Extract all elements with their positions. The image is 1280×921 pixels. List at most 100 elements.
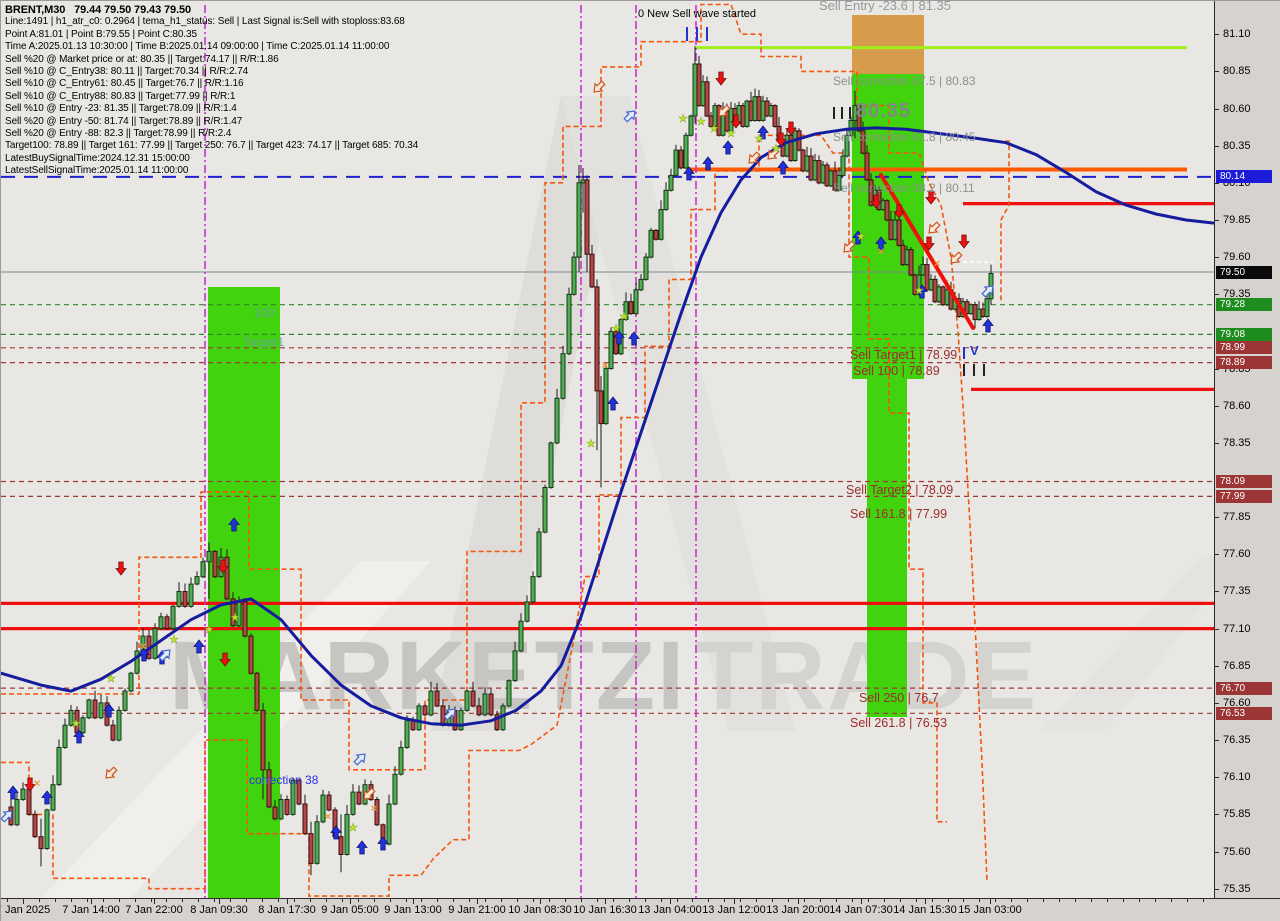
sell-arrow-icon [925, 190, 937, 205]
time-minor-tick [963, 899, 965, 902]
price-axis[interactable]: 81.10 80.85 80.60 80.35 80.10 79.85 79.60 79.35… [1214, 1, 1280, 898]
price-axis-label: 80.85 [1223, 65, 1251, 77]
time-minor-tick [102, 899, 104, 902]
sell-arrow-icon [893, 204, 905, 219]
candle [350, 784, 356, 816]
time-minor-tick [54, 899, 56, 902]
star-icon: ★ [586, 438, 596, 450]
sell-arrow-icon [24, 777, 36, 792]
time-major-tick [798, 899, 799, 904]
cross-icon: ✕ [933, 259, 941, 269]
buy-arrow-icon [103, 703, 115, 718]
candle [224, 549, 230, 601]
candle [320, 789, 326, 824]
candle [772, 104, 778, 128]
tema-moving-average [1, 126, 1214, 727]
candle [668, 168, 674, 192]
price-tick [1215, 34, 1219, 35]
star-icon: ★ [696, 116, 706, 128]
time-minor-tick [246, 899, 248, 902]
price-badge: 79.50 [1216, 266, 1272, 279]
price-tick [1215, 703, 1219, 704]
hollow-up-arrow-icon [443, 708, 456, 721]
candle [566, 287, 572, 356]
time-minor-tick [1138, 899, 1140, 902]
candle [836, 167, 842, 192]
time-axis-label: 10 Jan 16:30 [573, 904, 637, 916]
candle [164, 614, 170, 630]
time-minor-tick [564, 899, 566, 902]
time-axis-label: 14 Jan 07:30 [829, 904, 893, 916]
time-minor-tick [644, 899, 646, 902]
price-axis-label: 76.10 [1223, 771, 1251, 783]
info-line: Sell %20 @ Entry -50: 81.74 || Target:78… [5, 115, 243, 127]
time-minor-tick [1154, 899, 1156, 902]
hollow-up-arrow-icon [1, 810, 13, 823]
candle [68, 705, 74, 727]
hollow-down-arrow-icon [748, 151, 761, 164]
info-line: Sell %10 @ C_Entry88: 80.83 || Target:77… [5, 90, 236, 102]
sell-arrow-icon [715, 71, 727, 86]
hollow-down-arrow-icon [928, 221, 941, 234]
price-tick [1215, 591, 1219, 592]
sell-arrow-icon [870, 194, 882, 209]
time-minor-tick [692, 899, 694, 902]
info-line: Sell %10 @ Entry -23: 81.35 || Target:78… [5, 103, 237, 115]
price-axis-label: 77.35 [1223, 585, 1251, 597]
candle [266, 761, 272, 809]
price-axis-label: 76.85 [1223, 660, 1251, 672]
candle [428, 681, 434, 717]
candle [308, 821, 314, 876]
star-icon: ★ [106, 673, 116, 685]
candle [653, 229, 659, 241]
price-tick [1215, 257, 1219, 258]
sell-trendline[interactable] [879, 173, 975, 330]
hollow-down-arrow-icon [843, 240, 856, 253]
candle [884, 199, 890, 222]
candle [110, 719, 116, 742]
price-badge: 80.14 [1216, 170, 1272, 183]
time-minor-tick [788, 899, 790, 902]
hollow-up-arrow-icon [158, 649, 171, 662]
time-minor-tick [1043, 899, 1045, 902]
candle [704, 76, 710, 118]
time-minor-tick [198, 899, 200, 902]
time-minor-tick [1106, 899, 1108, 902]
price-tick [1215, 294, 1219, 295]
candle [200, 557, 206, 578]
hollow-down-arrow-icon [718, 104, 731, 117]
candle [940, 285, 946, 306]
price-badge: 78.89 [1216, 356, 1272, 369]
time-minor-tick [676, 899, 678, 902]
price-axis-label: 79.85 [1223, 214, 1251, 226]
time-minor-tick [166, 899, 168, 902]
price-tick [1215, 814, 1219, 815]
cross-icon: ✕ [877, 247, 885, 257]
cross-icon: ✕ [370, 804, 378, 814]
time-minor-tick [182, 899, 184, 902]
candle [158, 612, 164, 630]
buy-arrow-icon [757, 125, 769, 140]
candle [194, 571, 200, 586]
candle [800, 148, 806, 173]
time-minor-tick [883, 899, 885, 902]
info-line: Point A:81.01 | Point B:79.55 | Point C:… [5, 28, 197, 40]
cross-icon: ✕ [324, 812, 332, 822]
info-line: Sell %10 @ C_Entry61: 80.45 || Target:76… [5, 78, 244, 90]
buy-arrow-icon [73, 729, 85, 744]
candle [542, 484, 548, 534]
time-axis[interactable]: 7 Jan 2025 7 Jan 14:00 7 Jan 22:00 8 Jan 09… [1, 898, 1280, 921]
time-minor-tick [660, 899, 662, 902]
price-axis-label: 77.85 [1223, 511, 1251, 523]
time-minor-tick [835, 899, 837, 902]
candle [248, 633, 254, 675]
time-axis-label: 8 Jan 17:30 [258, 904, 316, 916]
candle [14, 791, 20, 827]
price-tick [1215, 517, 1219, 518]
candle [356, 785, 362, 806]
time-major-tick [734, 899, 735, 904]
price-tick [1215, 71, 1219, 72]
time-major-tick [605, 899, 606, 904]
